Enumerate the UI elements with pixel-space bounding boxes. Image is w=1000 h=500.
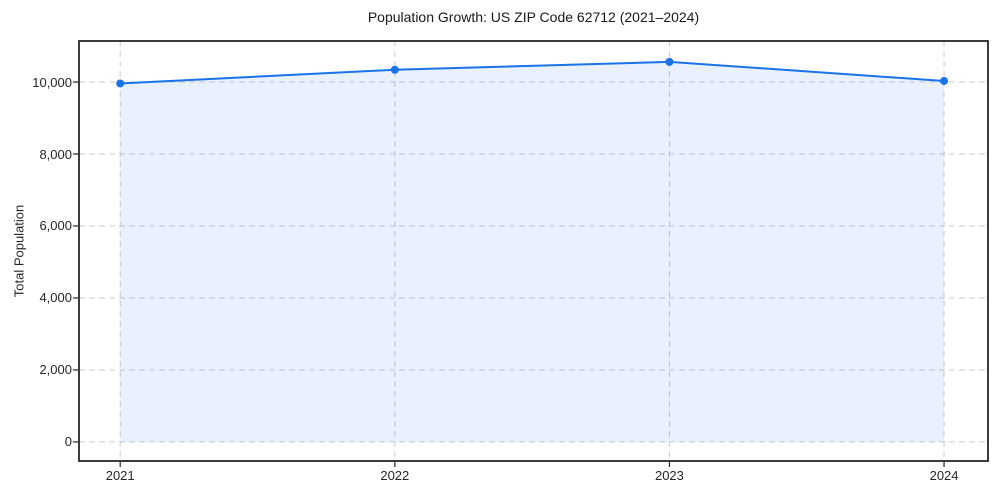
y-tick-label: 4,000 (39, 290, 72, 306)
y-tick-label: 2,000 (39, 362, 72, 378)
data-point-marker (665, 57, 674, 66)
data-point-marker (390, 65, 399, 74)
x-tick-label: 2023 (654, 468, 684, 483)
chart-title: Population Growth: US ZIP Code 62712 (20… (367, 9, 700, 25)
data-point-marker (940, 76, 949, 85)
y-tick-label: 6,000 (39, 218, 72, 234)
x-tick-label: 2021 (105, 468, 135, 483)
area-fill (120, 61, 945, 442)
data-point-marker (116, 79, 125, 88)
y-tick-label: 0 (64, 434, 72, 450)
x-tick-label: 2024 (929, 468, 959, 483)
population-line (119, 60, 946, 85)
plot-border (78, 40, 989, 462)
y-tick-label: 10,000 (32, 74, 72, 90)
x-tick-label: 2022 (380, 468, 410, 483)
y-tick-label: 8,000 (39, 146, 72, 162)
